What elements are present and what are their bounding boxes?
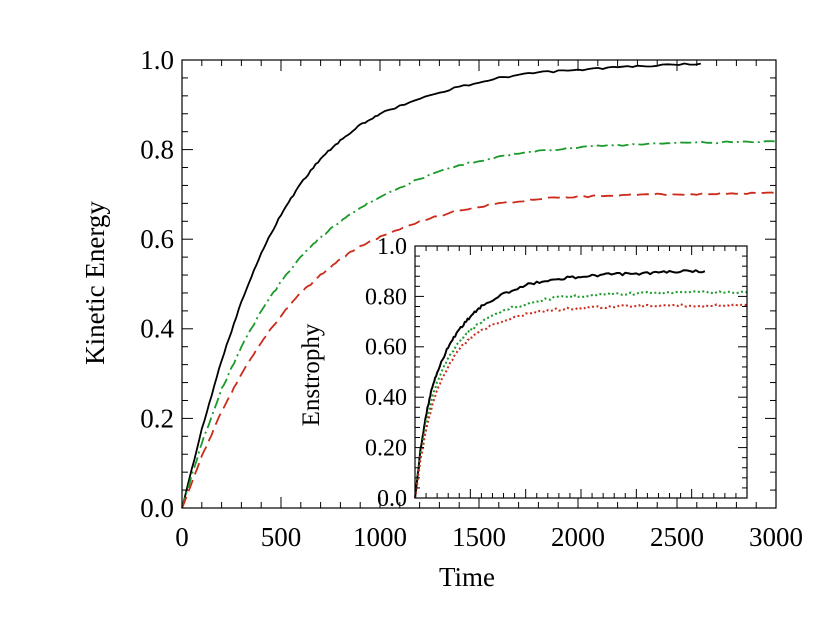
main-y-tick-label: 1.0 — [140, 45, 174, 75]
main-x-tick-label: 3000 — [749, 522, 803, 552]
inset-plot: 0.0 0.20 0.40 0.60 0.80 1.0 Enstrophy — [298, 234, 748, 512]
inset-y-tick-label: 1.0 — [377, 234, 407, 260]
main-y-tick-label: 0.8 — [140, 135, 174, 165]
inset-y-tick-label: 0.20 — [365, 436, 407, 462]
inset-y-tick-label: 0.60 — [365, 335, 407, 361]
inset-y-tick-labels: 0.0 0.20 0.40 0.60 0.80 1.0 — [365, 234, 407, 512]
main-y-tick-label: 0.6 — [140, 224, 174, 254]
main-x-tick-label: 1500 — [452, 522, 506, 552]
main-series-2-line — [181, 140, 777, 509]
inset-plot-background — [415, 246, 747, 498]
main-series-3-line — [181, 191, 777, 509]
main-ticks-group — [181, 59, 777, 509]
main-x-tick-label: 500 — [261, 522, 302, 552]
inset-y-tick-label: 0.0 — [377, 486, 407, 512]
main-x-tick-labels: 0 500 1000 1500 2000 2500 3000 — [175, 522, 803, 552]
main-x-tick-label: 1000 — [353, 522, 407, 552]
inset-y-tick-label: 0.80 — [365, 284, 407, 310]
inset-y-tick-label: 0.40 — [365, 385, 407, 411]
main-y-tick-label: 0.0 — [140, 493, 174, 523]
main-y-tick-labels: 0.0 0.2 0.4 0.6 0.8 1.0 — [140, 45, 174, 523]
main-y-tick-label: 0.2 — [140, 403, 174, 433]
main-x-tick-label: 2000 — [551, 522, 605, 552]
inset-series-1-line — [414, 269, 706, 499]
main-x-tick-label: 0 — [175, 522, 189, 552]
inset-series-2-line — [414, 290, 748, 499]
x-axis-title: Time — [439, 562, 495, 592]
inset-y-axis-title: Enstrophy — [298, 323, 325, 426]
y-axis-title: Kinetic Energy — [80, 201, 110, 365]
main-x-tick-label: 2500 — [650, 522, 704, 552]
main-plot: 0 500 1000 1500 2000 2500 3000 0.0 0.2 0.4 0.6 0.8… — [80, 45, 803, 592]
inset-series-group — [414, 269, 748, 499]
inset-ticks-group — [414, 245, 748, 499]
inset-series-3-line — [414, 303, 748, 499]
main-y-tick-label: 0.4 — [140, 314, 174, 344]
